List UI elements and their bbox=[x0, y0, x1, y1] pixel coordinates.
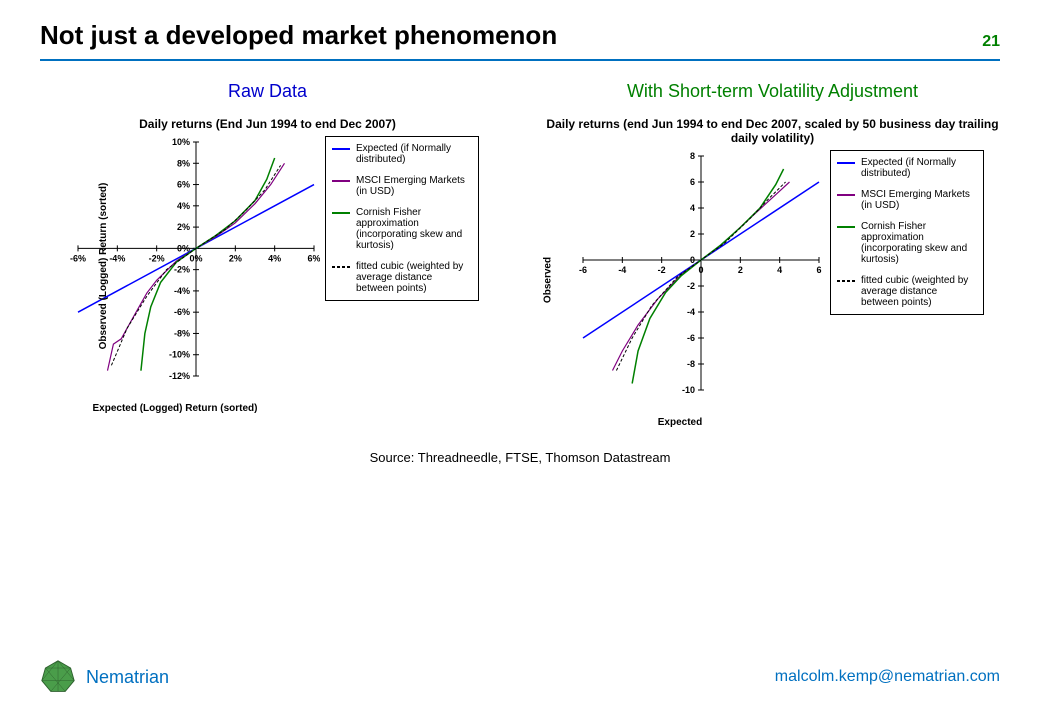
legend-item: Cornish Fisher approximation (incorporat… bbox=[332, 207, 472, 251]
legend-swatch bbox=[837, 162, 855, 164]
legend-swatch bbox=[332, 148, 350, 150]
svg-text:6%: 6% bbox=[307, 253, 320, 263]
slide: Not just a developed market phenomenon 2… bbox=[0, 0, 1040, 720]
svg-text:-2%: -2% bbox=[149, 253, 165, 263]
panel-left: Raw Data Daily returns (End Jun 1994 to … bbox=[30, 71, 505, 410]
svg-text:-2: -2 bbox=[687, 281, 695, 291]
svg-text:-8%: -8% bbox=[174, 328, 190, 338]
svg-text:-6: -6 bbox=[579, 265, 587, 275]
svg-text:-12%: -12% bbox=[169, 371, 190, 381]
slide-title: Not just a developed market phenomenon bbox=[40, 20, 557, 51]
svg-text:0: 0 bbox=[698, 265, 703, 275]
brand-name: Nematrian bbox=[86, 667, 169, 688]
legend-swatch bbox=[332, 212, 350, 214]
legend-item: MSCI Emerging Markets (in USD) bbox=[837, 189, 977, 211]
legend-item: fitted cubic (weighted by average distan… bbox=[332, 261, 472, 294]
legend-label: Expected (if Normally distributed) bbox=[356, 143, 472, 165]
legend-item: Expected (if Normally distributed) bbox=[837, 157, 977, 179]
svg-text:-2%: -2% bbox=[174, 265, 190, 275]
page-number: 21 bbox=[982, 33, 1000, 51]
logo-icon bbox=[40, 659, 76, 695]
svg-text:6: 6 bbox=[690, 177, 695, 187]
chart-right-svg: -6-4-20246-10-8-6-4-202468 bbox=[535, 150, 825, 410]
legend-left: Expected (if Normally distributed) MSCI E… bbox=[325, 136, 479, 301]
legend-swatch bbox=[332, 180, 350, 182]
svg-text:2%: 2% bbox=[229, 253, 242, 263]
panel-left-heading: Raw Data bbox=[30, 81, 505, 102]
svg-text:-4: -4 bbox=[687, 307, 695, 317]
svg-text:4%: 4% bbox=[268, 253, 281, 263]
svg-text:-2: -2 bbox=[658, 265, 666, 275]
svg-text:8%: 8% bbox=[177, 158, 190, 168]
svg-text:10%: 10% bbox=[172, 137, 190, 147]
legend-label: MSCI Emerging Markets (in USD) bbox=[356, 175, 472, 197]
svg-text:2%: 2% bbox=[177, 222, 190, 232]
chart-right: Observed -6-4-20246-10-8-6-4-202468 Expe… bbox=[535, 150, 825, 410]
email: malcolm.kemp@nematrian.com bbox=[775, 668, 1000, 686]
chart-right-title: Daily returns (end Jun 1994 to end Dec 2… bbox=[535, 117, 1010, 145]
svg-text:-4: -4 bbox=[618, 265, 626, 275]
chart-right-xlabel: Expected bbox=[535, 417, 825, 428]
svg-text:-10%: -10% bbox=[169, 350, 190, 360]
legend-swatch bbox=[837, 226, 855, 228]
content-area: Raw Data Daily returns (End Jun 1994 to … bbox=[0, 61, 1040, 410]
svg-text:-6%: -6% bbox=[70, 253, 86, 263]
svg-text:2: 2 bbox=[690, 229, 695, 239]
svg-text:8: 8 bbox=[690, 151, 695, 161]
chart-right-ylabel: Observed bbox=[543, 257, 554, 303]
legend-label: MSCI Emerging Markets (in USD) bbox=[861, 189, 977, 211]
svg-text:4: 4 bbox=[777, 265, 782, 275]
legend-item: Expected (if Normally distributed) bbox=[332, 143, 472, 165]
legend-swatch bbox=[837, 194, 855, 196]
svg-text:0%: 0% bbox=[189, 253, 202, 263]
chart-left-svg: -6%-4%-2%0%2%4%6%-12%-10%-8%-6%-4%-2%0%2… bbox=[30, 136, 320, 396]
panel-right-heading: With Short-term Volatility Adjustment bbox=[535, 81, 1010, 102]
legend-item: MSCI Emerging Markets (in USD) bbox=[332, 175, 472, 197]
source-text: Source: Threadneedle, FTSE, Thomson Data… bbox=[0, 450, 1040, 465]
legend-swatch bbox=[332, 266, 350, 268]
panel-right: With Short-term Volatility Adjustment Da… bbox=[535, 71, 1010, 410]
svg-text:-6%: -6% bbox=[174, 307, 190, 317]
legend-label: fitted cubic (weighted by average distan… bbox=[861, 275, 977, 308]
svg-text:-10: -10 bbox=[682, 385, 695, 395]
svg-text:-6: -6 bbox=[687, 333, 695, 343]
brand: Nematrian bbox=[40, 659, 169, 695]
svg-text:-4%: -4% bbox=[109, 253, 125, 263]
legend-right: Expected (if Normally distributed) MSCI E… bbox=[830, 150, 984, 315]
chart-left-row: Observed (Logged) Return (sorted) -6% -4%… bbox=[30, 136, 505, 396]
svg-text:-4%: -4% bbox=[174, 286, 190, 296]
svg-text:-8: -8 bbox=[687, 359, 695, 369]
legend-label: Cornish Fisher approximation (incorporat… bbox=[861, 221, 977, 265]
svg-text:6%: 6% bbox=[177, 180, 190, 190]
svg-text:4%: 4% bbox=[177, 201, 190, 211]
legend-label: Cornish Fisher approximation (incorporat… bbox=[356, 207, 472, 251]
chart-left: Observed (Logged) Return (sorted) -6% -4%… bbox=[30, 136, 320, 396]
legend-item: fitted cubic (weighted by average distan… bbox=[837, 275, 977, 308]
chart-left-title: Daily returns (End Jun 1994 to end Dec 2… bbox=[30, 117, 505, 131]
svg-text:6: 6 bbox=[816, 265, 821, 275]
footer: Nematrian malcolm.kemp@nematrian.com bbox=[40, 659, 1000, 695]
chart-left-ylabel: Observed (Logged) Return (sorted) bbox=[98, 183, 109, 350]
svg-text:4: 4 bbox=[690, 203, 695, 213]
svg-text:0: 0 bbox=[690, 255, 695, 265]
svg-text:2: 2 bbox=[738, 265, 743, 275]
legend-item: Cornish Fisher approximation (incorporat… bbox=[837, 221, 977, 265]
chart-left-xlabel: Expected (Logged) Return (sorted) bbox=[30, 403, 320, 414]
chart-right-row: Observed -6-4-20246-10-8-6-4-202468 Expe… bbox=[535, 150, 1010, 410]
legend-label: fitted cubic (weighted by average distan… bbox=[356, 261, 472, 294]
slide-header: Not just a developed market phenomenon 2… bbox=[0, 0, 1040, 59]
legend-swatch bbox=[837, 280, 855, 282]
legend-label: Expected (if Normally distributed) bbox=[861, 157, 977, 179]
